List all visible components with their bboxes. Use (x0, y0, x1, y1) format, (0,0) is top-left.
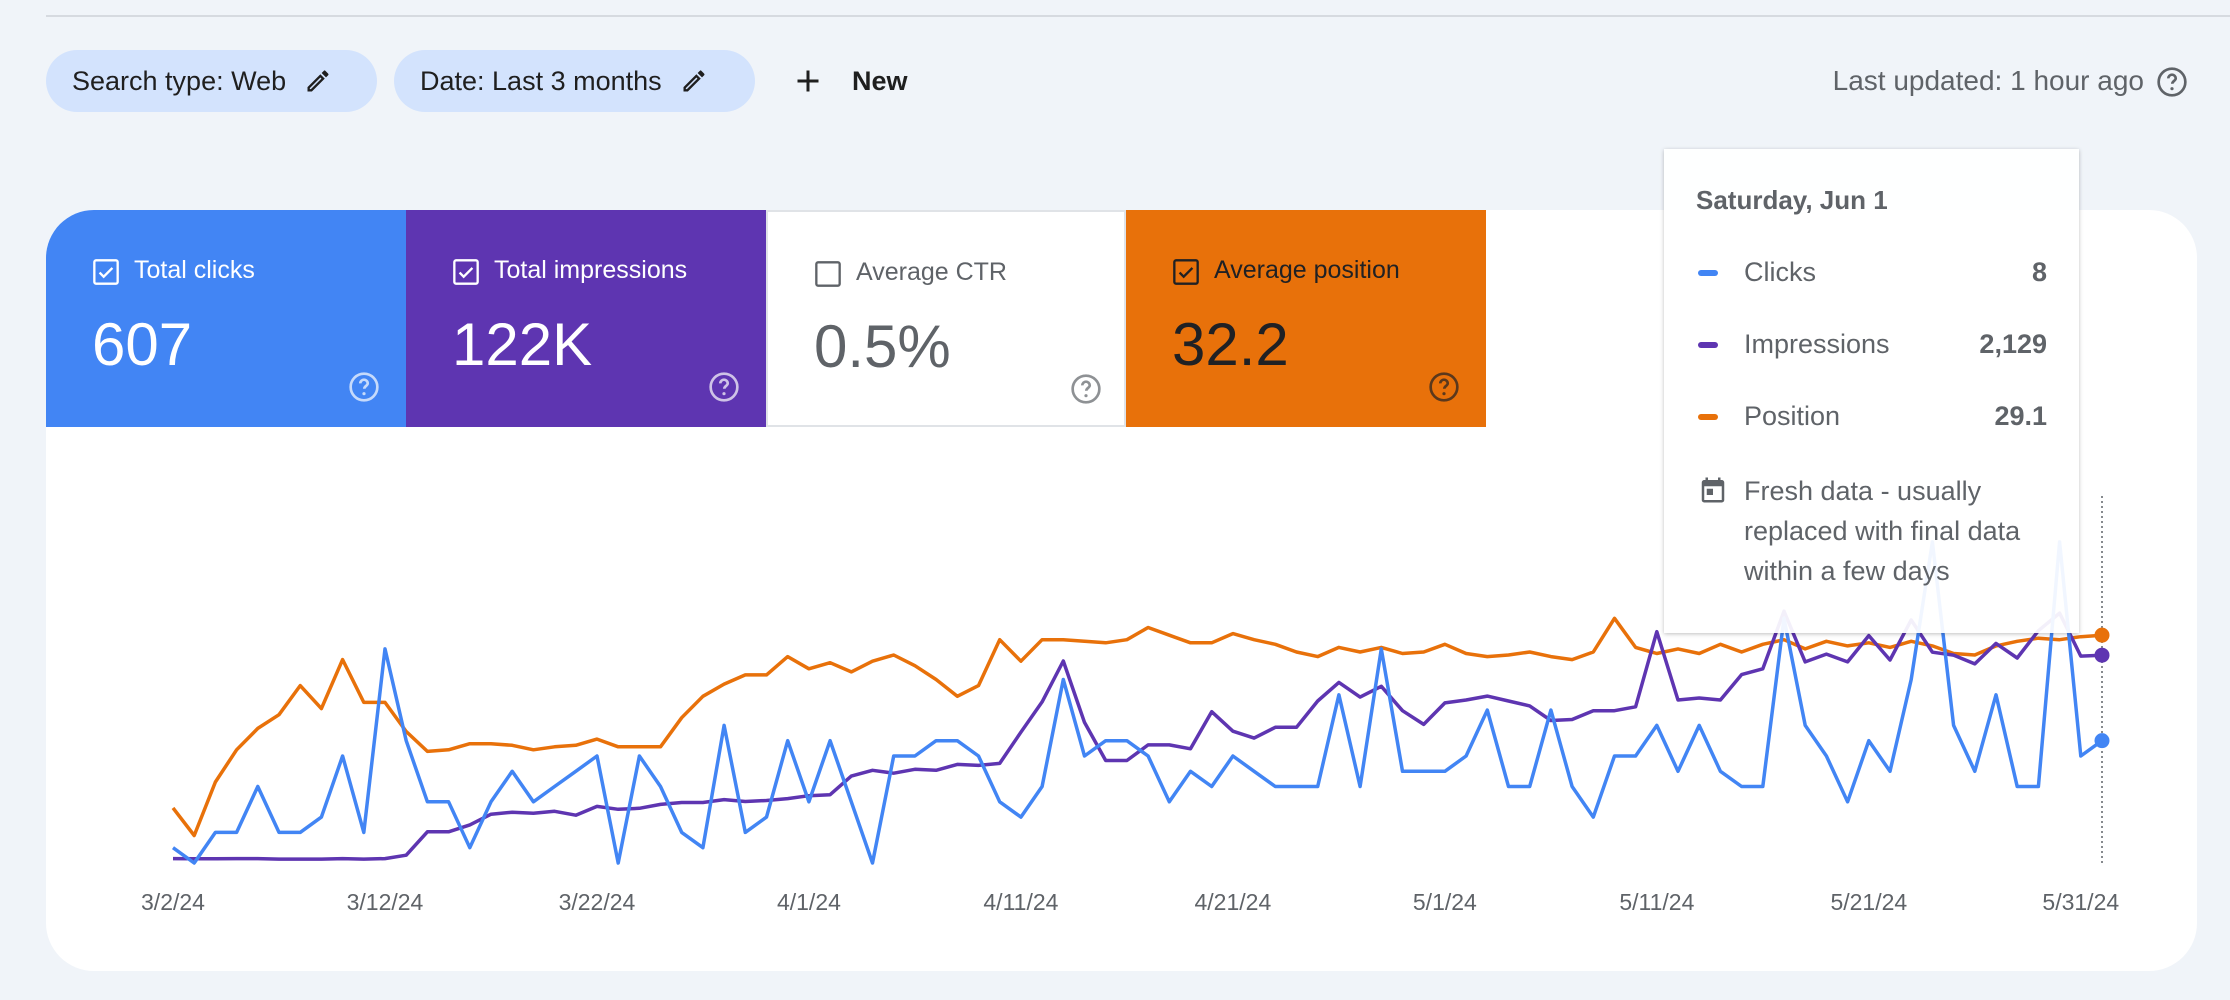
metric-card[interactable]: Total impressions 122K (406, 210, 766, 427)
checkbox (815, 261, 841, 287)
help-circle (1071, 374, 1101, 404)
hover-point (2094, 647, 2110, 663)
series-line (171, 616, 2103, 838)
checkbox (93, 259, 119, 285)
checkbox (453, 259, 479, 285)
legend-label: Clicks (1744, 257, 1816, 287)
tooltip-note: Fresh data - usually replaced with final… (1744, 476, 2021, 586)
help-dot (362, 392, 366, 396)
card-value: 0.5% (814, 313, 951, 380)
legend-swatch (1698, 270, 1718, 276)
card-label: Total impressions (494, 256, 688, 284)
x-tick-label: 3/12/24 (347, 889, 424, 915)
card-label: Average CTR (856, 258, 1007, 286)
help-mark (1438, 378, 1450, 389)
hover-point (2094, 733, 2110, 749)
checkbox-box (93, 259, 119, 285)
tooltip-row: Position 29.1 (1664, 397, 2079, 437)
card-label: Average position (1214, 256, 1400, 284)
help-icon (349, 372, 379, 402)
new-label: New (852, 65, 908, 96)
tooltip: Saturday, Jun 1 Fresh data - usually rep… (1664, 149, 2079, 633)
metric-card[interactable]: Average CTR 0.5% (766, 210, 1126, 427)
help-mark (1080, 380, 1092, 391)
legend-swatch (1698, 414, 1718, 420)
help-circle (1429, 372, 1459, 402)
card-label: Total clicks (134, 256, 255, 284)
legend-label: Impressions (1744, 329, 1890, 359)
help-dot (1442, 392, 1446, 396)
help-icon (1071, 374, 1101, 404)
checkbox-box (815, 261, 841, 287)
x-tick-label: 4/1/24 (777, 889, 841, 915)
series-line (171, 540, 2104, 865)
metric-card[interactable]: Total clicks 607 (46, 210, 406, 427)
checkbox (1173, 259, 1199, 285)
filter-chip[interactable]: Search type: Web (46, 50, 377, 112)
hover-point (2094, 627, 2110, 643)
checkbox-box (1173, 259, 1199, 285)
new-button[interactable]: New (790, 50, 908, 112)
checkmark (98, 267, 114, 279)
divider (46, 15, 2230, 17)
help-icon[interactable] (2156, 66, 2188, 98)
card-value: 32.2 (1172, 311, 1289, 378)
help-circle (349, 372, 379, 402)
x-tick-label: 4/11/24 (983, 889, 1058, 915)
tooltip-title: Saturday, Jun 1 (1696, 185, 1888, 215)
checkbox-box (453, 259, 479, 285)
last-updated: Last updated: 1 hour ago (1832, 65, 2144, 96)
tooltip-row: Clicks 8 (1664, 253, 2079, 293)
tooltip-value: 2,129 (1979, 329, 2047, 359)
tooltip-value: 8 (2031, 257, 2047, 287)
x-tick-label: 5/21/24 (1830, 889, 1907, 915)
help-dot (1084, 394, 1088, 398)
calendar-icon (1701, 477, 1725, 503)
checkmark (1178, 267, 1194, 279)
tooltip-value: 29.1 (1994, 401, 2047, 431)
filter-chip[interactable]: Date: Last 3 months (394, 50, 755, 112)
x-tick-label: 5/11/24 (1619, 889, 1694, 915)
help-icon (709, 372, 739, 402)
x-tick-label: 3/22/24 (559, 889, 636, 915)
card-value: 607 (92, 311, 193, 378)
x-tick-label: 5/31/24 (2042, 889, 2119, 915)
chip-label: Search type: Web (72, 65, 287, 96)
checkmark (458, 267, 474, 279)
help-dot (722, 392, 726, 396)
edit-icon (307, 70, 329, 92)
legend-label: Position (1744, 401, 1841, 431)
legend-swatch (1698, 342, 1718, 348)
help-mark (358, 378, 370, 389)
tooltip-row: Impressions 2,129 (1664, 325, 2079, 365)
help-icon (1429, 372, 1459, 402)
help-mark (718, 378, 730, 389)
x-tick-label: 4/21/24 (1195, 889, 1272, 915)
x-tick-label: 3/2/24 (141, 889, 205, 915)
card-value: 122K (452, 311, 593, 378)
x-tick-label: 5/1/24 (1413, 889, 1477, 915)
metric-card[interactable]: Average position 32.2 (1126, 210, 1486, 427)
plus-icon (797, 70, 819, 92)
help-circle (709, 372, 739, 402)
chip-label: Date: Last 3 months (420, 65, 662, 96)
edit-icon (683, 70, 705, 92)
